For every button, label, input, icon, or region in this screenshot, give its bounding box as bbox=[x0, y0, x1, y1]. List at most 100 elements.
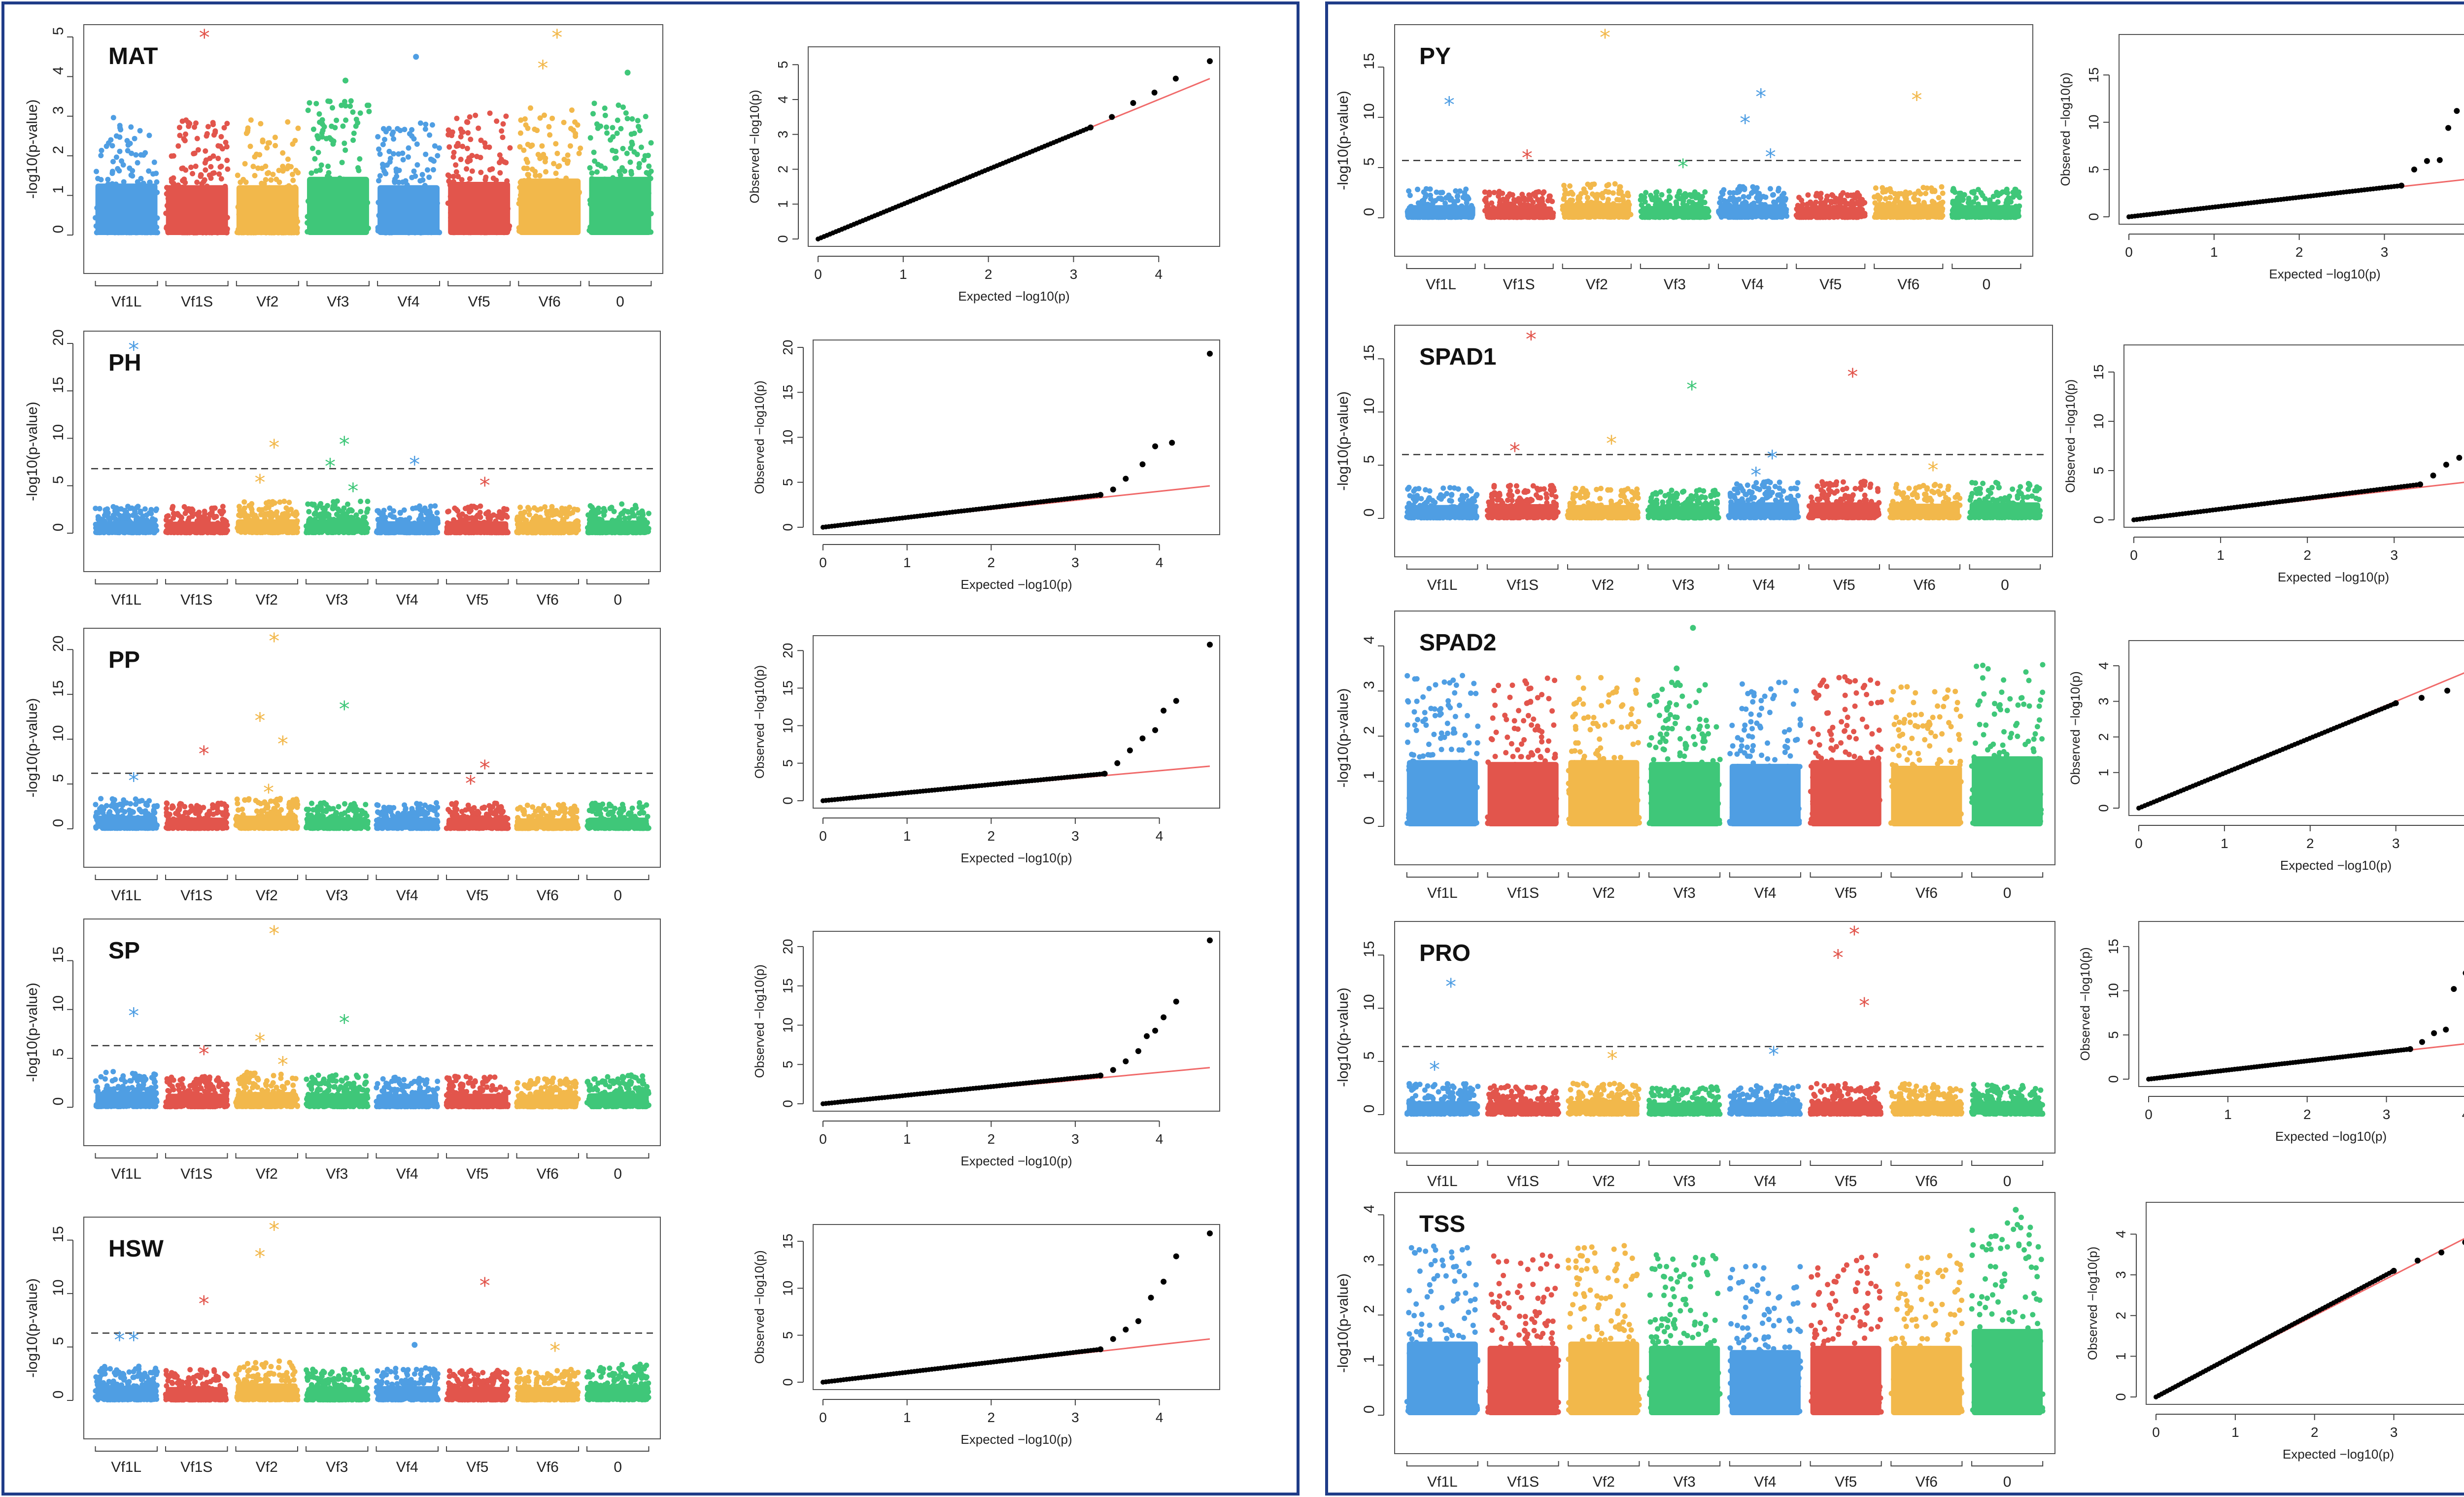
snp-point bbox=[202, 511, 208, 517]
panel-title: MAT bbox=[108, 43, 158, 69]
qq-point bbox=[1109, 114, 1115, 120]
chromosome-bracket bbox=[516, 579, 579, 584]
chromosome-label: Vf1L bbox=[111, 294, 142, 310]
snp-point bbox=[151, 803, 157, 809]
snp-point bbox=[113, 154, 119, 160]
snp-point bbox=[121, 179, 127, 185]
snp-point bbox=[235, 172, 240, 178]
snp-point bbox=[247, 143, 253, 149]
snp-point bbox=[182, 180, 188, 186]
snp-point bbox=[499, 128, 505, 134]
snp-point bbox=[561, 120, 567, 125]
panel-title: PP bbox=[108, 647, 140, 673]
snp-point bbox=[348, 98, 354, 104]
snp-point bbox=[126, 512, 132, 518]
snp-point bbox=[347, 103, 353, 109]
snp-point bbox=[414, 162, 420, 168]
y-tick-label: 3 bbox=[50, 106, 67, 114]
snp-point bbox=[604, 124, 609, 130]
snp-point bbox=[203, 148, 208, 154]
snp-point bbox=[455, 173, 461, 179]
snp-point bbox=[619, 501, 625, 507]
snp-point bbox=[252, 172, 258, 178]
snp-point bbox=[542, 159, 548, 165]
snp-point bbox=[201, 805, 206, 811]
snp-point bbox=[315, 513, 321, 519]
snp-point bbox=[181, 504, 187, 510]
snp-point bbox=[110, 115, 116, 121]
snp-band bbox=[306, 519, 368, 533]
snp-point bbox=[591, 149, 597, 155]
snp-point bbox=[224, 158, 230, 163]
snp-point bbox=[177, 801, 183, 807]
snp-point bbox=[601, 506, 607, 511]
snp-point bbox=[487, 515, 492, 521]
snp-point bbox=[320, 505, 326, 511]
snp-point bbox=[375, 508, 380, 514]
manhattan-plot-box bbox=[83, 24, 663, 274]
snp-point bbox=[254, 808, 260, 814]
snp-point bbox=[362, 514, 368, 520]
snp-band bbox=[518, 178, 581, 235]
qq-x-tick-label: 2 bbox=[988, 555, 995, 570]
snp-point bbox=[436, 145, 442, 151]
peak-point bbox=[342, 77, 349, 84]
manhattan-plot-box bbox=[83, 628, 661, 868]
snp-point bbox=[283, 505, 289, 511]
snp-point bbox=[311, 502, 317, 508]
snp-point bbox=[109, 796, 115, 802]
snp-point bbox=[632, 503, 638, 509]
snp-point bbox=[318, 800, 324, 806]
chromosome-bracket bbox=[306, 875, 369, 880]
snp-point bbox=[242, 161, 248, 167]
snp-point bbox=[629, 116, 635, 122]
qq-point bbox=[1207, 58, 1213, 65]
chromosome-bracket bbox=[165, 579, 228, 584]
snp-point bbox=[305, 107, 311, 113]
chromosome-bracket bbox=[446, 579, 509, 584]
snp-point bbox=[648, 169, 654, 174]
snp-point bbox=[129, 150, 135, 156]
chromosome-label: Vf6 bbox=[537, 592, 559, 608]
snp-point bbox=[465, 130, 471, 136]
snp-point bbox=[185, 120, 191, 126]
snp-point bbox=[646, 163, 652, 169]
snp-point bbox=[294, 511, 300, 517]
snp-point bbox=[466, 515, 472, 521]
snp-point bbox=[467, 176, 473, 182]
snp-point bbox=[409, 127, 415, 133]
snp-point bbox=[259, 166, 265, 171]
snp-point bbox=[223, 139, 229, 145]
snp-point bbox=[478, 137, 484, 143]
snp-point bbox=[553, 170, 559, 176]
y-tick-label: 4 bbox=[50, 67, 67, 75]
snp-point bbox=[621, 508, 627, 514]
snp-point bbox=[211, 505, 217, 511]
chromosome-bracket bbox=[586, 579, 650, 584]
snp-point bbox=[426, 174, 432, 180]
peak-marker: * bbox=[479, 473, 490, 498]
snp-point bbox=[517, 505, 523, 510]
snp-point bbox=[616, 169, 622, 174]
snp-band bbox=[306, 817, 368, 829]
snp-point bbox=[616, 102, 621, 108]
snp-point bbox=[391, 514, 397, 520]
qq-point bbox=[1152, 443, 1159, 449]
snp-point bbox=[258, 121, 264, 127]
snp-point bbox=[236, 807, 241, 813]
snp-point bbox=[627, 159, 633, 165]
qq-y-tick-label: 15 bbox=[780, 385, 795, 400]
snp-point bbox=[487, 110, 493, 116]
snp-point bbox=[614, 131, 620, 136]
manhattan-plot-box bbox=[83, 331, 661, 572]
snp-point bbox=[99, 147, 104, 153]
snp-point bbox=[98, 153, 104, 159]
snp-point bbox=[164, 800, 170, 806]
snp-point bbox=[610, 125, 616, 131]
snp-point bbox=[459, 130, 465, 135]
snp-point bbox=[237, 511, 243, 517]
snp-point bbox=[253, 798, 259, 804]
snp-point bbox=[406, 145, 411, 151]
